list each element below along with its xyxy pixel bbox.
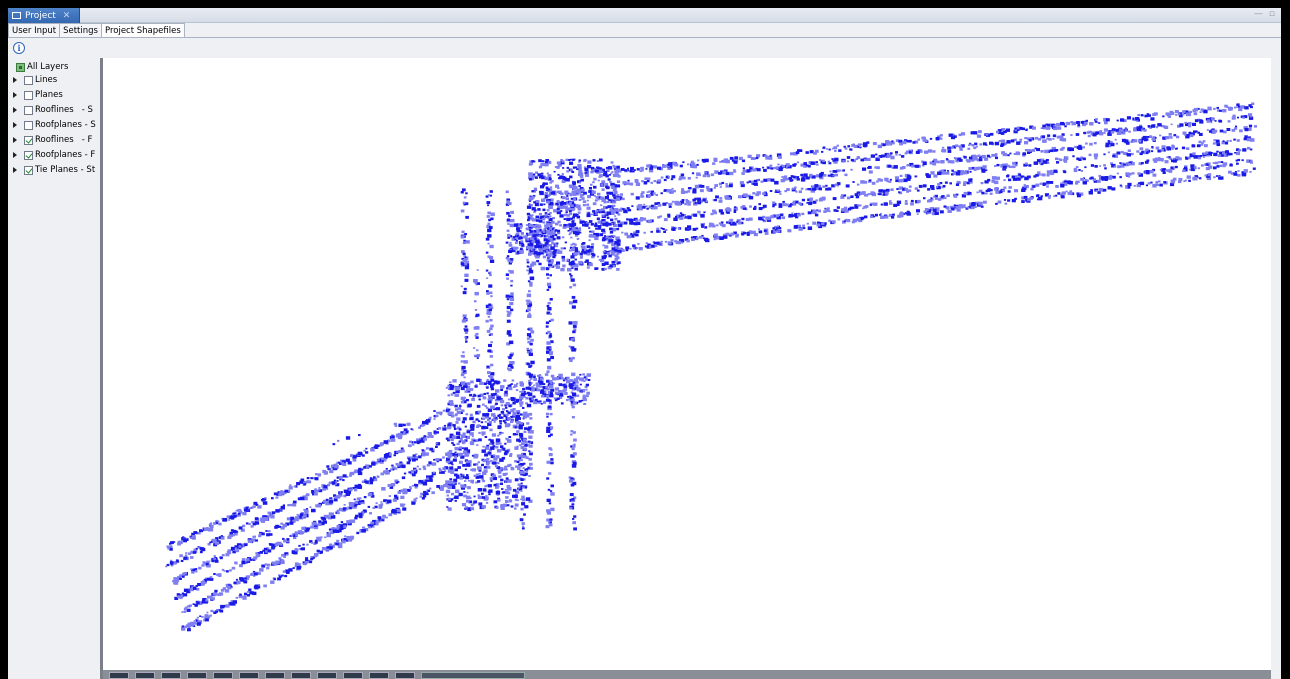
bottom-tool-button[interactable] [161, 672, 181, 679]
bottom-tool-button[interactable] [187, 672, 207, 679]
bottom-tool-button[interactable] [369, 672, 389, 679]
layer-checkbox[interactable] [24, 105, 33, 115]
layer-item[interactable]: Rooflines - S [8, 104, 93, 116]
expand-arrow-icon[interactable] [13, 77, 18, 83]
view-tab-bar: Project ✕ — ▫ [8, 8, 1281, 23]
bottom-scrollbar[interactable] [421, 672, 525, 679]
layer-item[interactable]: Roofplanes - S [8, 119, 96, 131]
layer-label: Roofplanes - F [35, 150, 96, 160]
bottom-tool-button[interactable] [317, 672, 337, 679]
tab-user-input[interactable]: User Input [8, 23, 61, 38]
bottom-tool-button[interactable] [239, 672, 259, 679]
layer-item[interactable]: Lines [8, 74, 57, 86]
window-icon [12, 12, 21, 19]
maximize-icon[interactable]: ▫ [1268, 9, 1275, 19]
layer-checkbox[interactable] [24, 150, 33, 160]
bottom-tool-button[interactable] [135, 672, 155, 679]
right-gutter [1271, 58, 1281, 679]
bottom-tool-button[interactable] [213, 672, 233, 679]
point-cloud-view [165, 102, 1257, 632]
bottom-tool-button[interactable] [395, 672, 415, 679]
expand-arrow-icon[interactable] [13, 152, 18, 158]
bottom-toolbar [103, 670, 1271, 679]
bottom-tool-button[interactable] [291, 672, 311, 679]
tab-divider [8, 37, 1281, 38]
bottom-tool-button[interactable] [265, 672, 285, 679]
tab-project-shapefiles[interactable]: Project Shapefiles [100, 23, 185, 38]
project-view-tab-title: Project [25, 10, 56, 21]
info-icon[interactable]: i [13, 42, 25, 54]
expand-arrow-icon[interactable] [13, 107, 18, 113]
expand-arrow-icon[interactable] [13, 92, 18, 98]
point-cloud-canvas[interactable] [103, 58, 1271, 670]
layer-item[interactable]: Tie Planes - St [8, 164, 95, 176]
expand-arrow-icon[interactable] [13, 167, 18, 173]
tab-settings[interactable]: Settings [59, 23, 102, 38]
application-window: Project ✕ — ▫ User Input Settings Projec… [8, 8, 1281, 679]
layer-item[interactable]: Planes [8, 89, 63, 101]
layer-tree: All Layers Lines Planes Rooflines - S Roofp… [8, 58, 100, 679]
layer-checkbox[interactable] [24, 120, 33, 130]
all-layers-label: All Layers [27, 62, 69, 72]
layer-checkbox[interactable] [24, 135, 33, 145]
toolbar: i [8, 38, 1281, 58]
layer-label: Roofplanes - S [35, 120, 96, 130]
all-layers-checkbox[interactable] [16, 62, 25, 72]
close-icon[interactable]: ✕ [62, 10, 71, 21]
layer-label: Lines [35, 75, 58, 85]
layer-checkbox[interactable] [24, 75, 33, 85]
layer-item[interactable]: Rooflines - F [8, 134, 92, 146]
layer-item[interactable]: Roofplanes - F [8, 149, 95, 161]
tree-root-all-layers[interactable]: All Layers [16, 61, 68, 73]
view-controls: — ▫ [1254, 9, 1275, 19]
layer-checkbox[interactable] [24, 90, 33, 100]
bottom-tool-button[interactable] [109, 672, 129, 679]
expand-arrow-icon[interactable] [13, 122, 18, 128]
project-view-tab[interactable]: Project ✕ [8, 8, 80, 23]
expand-arrow-icon[interactable] [13, 137, 18, 143]
layer-checkbox[interactable] [24, 165, 33, 175]
panel-splitter[interactable] [100, 58, 103, 679]
layer-label: Rooflines - S [35, 105, 93, 115]
layer-label: Planes [35, 90, 63, 100]
layer-label: Tie Planes - St [35, 165, 96, 175]
bottom-tool-button[interactable] [343, 672, 363, 679]
project-tabs: User Input Settings Project Shapefiles [8, 23, 185, 38]
layer-label: Rooflines - F [35, 135, 93, 145]
minimize-icon[interactable]: — [1253, 9, 1263, 19]
